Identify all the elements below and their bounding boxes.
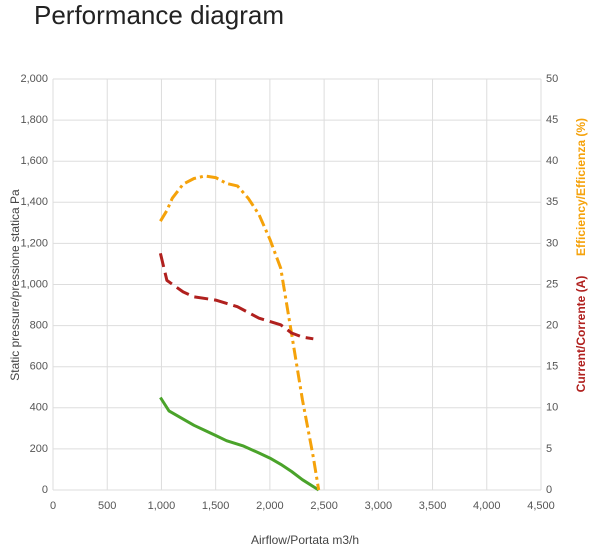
y2-series-label: Efficiency/Efficienza (%) [574,118,588,256]
chart-title: Performance diagram [34,0,284,30]
x-axis-label: Airflow/Portata m3/h [251,533,359,547]
y-tick-label: 1,000 [20,278,48,290]
y2-tick-label: 10 [546,402,558,414]
y2-tick-label: 0 [546,484,552,496]
y-tick-label: 1,200 [20,237,48,249]
y2-tick-label: 20 [546,320,558,332]
x-tick-label: 0 [50,500,56,512]
y2-tick-label: 30 [546,237,558,249]
series-line [158,252,314,341]
y-tick-label: 1,800 [20,114,48,126]
y-tick-label: 2,000 [20,73,48,85]
x-tick-label: 3,500 [419,500,447,512]
y-tick-label: 0 [42,484,48,496]
series-line [159,396,320,492]
x-tick-label: 2,500 [310,500,338,512]
y-axis-label: Static pressure/pressione statica Pa [8,189,22,381]
x-tick-label: 500 [98,500,116,512]
y2-tick-label: 15 [546,361,558,373]
y-tick-label: 600 [30,361,48,373]
y-tick-label: 200 [30,443,48,455]
x-tick-label: 4,500 [527,500,555,512]
y-tick-label: 400 [30,402,48,414]
y2-series-label: Current/Corrente (A) [574,276,588,393]
y-tick-label: 1,600 [20,155,48,167]
y2-tick-label: 35 [546,196,558,208]
x-tick-label: 1,000 [148,500,176,512]
y2-tick-label: 5 [546,443,552,455]
y2-tick-label: 25 [546,278,558,290]
x-tick-label: 2,000 [256,500,284,512]
x-tick-label: 4,000 [473,500,501,512]
series-line [159,174,321,491]
y2-tick-label: 50 [546,73,558,85]
y-tick-label: 800 [30,320,48,332]
y2-tick-label: 45 [546,114,558,126]
x-tick-label: 1,500 [202,500,230,512]
y-tick-label: 1,400 [20,196,48,208]
x-tick-label: 3,000 [365,500,393,512]
y2-tick-label: 40 [546,155,558,167]
